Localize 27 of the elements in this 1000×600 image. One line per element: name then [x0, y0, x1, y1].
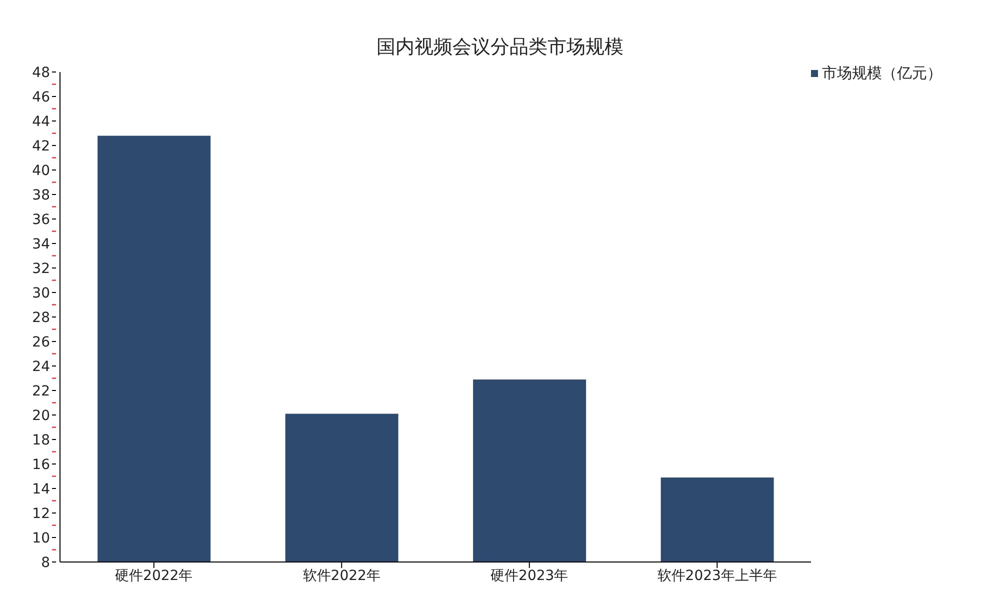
chart-title: 国内视频会议分品类市场规模 — [376, 35, 624, 60]
y-tick-label: 42 — [32, 138, 50, 154]
y-tick-label: 10 — [32, 530, 50, 546]
y-tick-label: 34 — [32, 236, 50, 252]
y-tick-label: 40 — [32, 162, 50, 179]
y-tick-label: 8 — [41, 554, 50, 571]
y-tick-label: 30 — [32, 285, 50, 302]
y-tick-label: 48 — [32, 64, 50, 81]
y-tick-label: 46 — [32, 89, 50, 106]
x-tick-label: 硬件2023年 — [490, 568, 568, 584]
y-tick-label: 28 — [32, 310, 50, 326]
y-tick-label: 22 — [32, 383, 50, 400]
y-tick-label: 16 — [32, 456, 50, 473]
y-tick-label: 38 — [32, 187, 50, 204]
x-tick-label: 软件2023年上半年 — [657, 568, 777, 584]
y-tick-label: 18 — [32, 432, 50, 448]
x-tick-label: 软件2022年 — [302, 568, 380, 584]
y-tick-label: 36 — [32, 212, 50, 228]
legend-label: 市场规模（亿元） — [822, 64, 942, 82]
y-tick-label: 24 — [32, 358, 50, 375]
y-tick-label: 20 — [32, 408, 50, 424]
y-tick-label: 44 — [32, 114, 50, 130]
y-tick-label: 12 — [32, 506, 50, 522]
x-tick-label: 硬件2022年 — [115, 568, 193, 584]
y-tick-label: 26 — [32, 334, 50, 350]
y-tick-label: 32 — [32, 260, 50, 277]
y-tick-label: 14 — [32, 481, 50, 498]
